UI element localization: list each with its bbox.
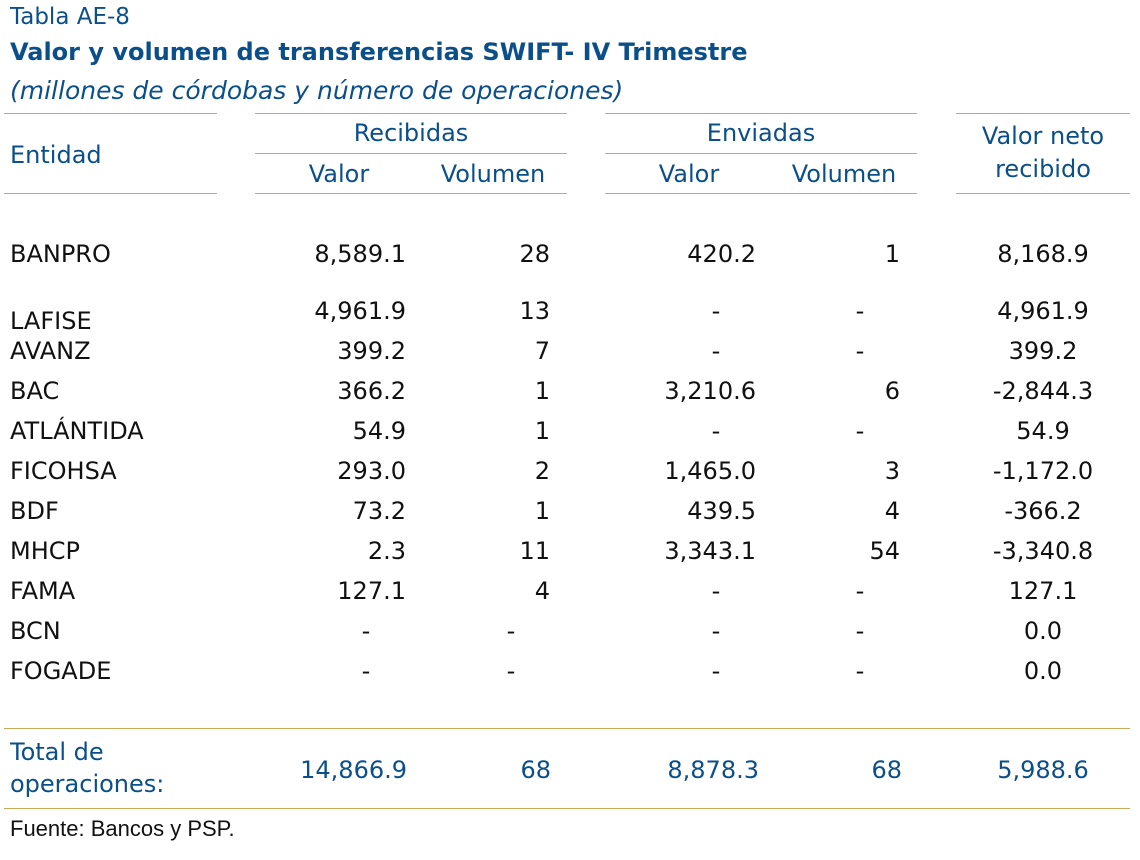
total-rule-top <box>4 728 1130 729</box>
cell-received-value: 8,589.1 <box>314 240 406 268</box>
cell-received-value: 293.0 <box>337 457 406 485</box>
cell-received-volume: - <box>506 617 516 645</box>
cell-entity: ATLÁNTIDA <box>10 417 144 445</box>
cell-entity: BCN <box>10 617 61 645</box>
column-header-sent-value: Valor <box>658 160 720 188</box>
cell-sent-value: - <box>711 577 721 605</box>
cell-net-value: 127.1 <box>1008 577 1078 605</box>
cell-sent-volume: 6 <box>884 377 900 405</box>
column-group-sent: Enviadas <box>706 119 816 147</box>
table-title: Valor y volumen de transferencias SWIFT-… <box>10 38 748 66</box>
cell-entity: FAMA <box>10 577 76 605</box>
column-header-entity: Entidad <box>10 141 102 169</box>
cell-received-value: 399.2 <box>337 337 406 365</box>
column-header-sent-volume: Volumen <box>791 160 897 188</box>
header-rule-entity-bottom <box>4 193 217 194</box>
cell-received-value: - <box>361 617 371 645</box>
cell-sent-value: 1,465.0 <box>664 457 756 485</box>
cell-received-volume: 13 <box>519 297 550 325</box>
cell-entity: FOGADE <box>10 657 112 685</box>
cell-sent-volume: - <box>855 657 865 685</box>
cell-received-value: 4,961.9 <box>314 297 406 325</box>
cell-sent-value: - <box>711 617 721 645</box>
cell-entity: BANPRO <box>10 240 111 268</box>
cell-sent-value: 439.5 <box>687 497 756 525</box>
cell-sent-value: - <box>711 417 721 445</box>
cell-entity: FICOHSA <box>10 457 117 485</box>
total-received-value: 14,866.9 <box>300 756 407 784</box>
cell-sent-volume: 4 <box>884 497 900 525</box>
cell-entity: BAC <box>10 377 60 405</box>
cell-received-volume: 1 <box>534 417 550 445</box>
cell-sent-volume: 3 <box>884 457 900 485</box>
cell-received-volume: - <box>506 657 516 685</box>
cell-net-value: 54.9 <box>1016 417 1070 445</box>
cell-received-value: 54.9 <box>352 417 406 445</box>
header-rule-sent-mid <box>605 153 917 154</box>
cell-sent-value: 3,210.6 <box>664 377 756 405</box>
cell-sent-value: - <box>711 337 721 365</box>
cell-received-volume: 2 <box>534 457 550 485</box>
cell-received-value: - <box>361 657 371 685</box>
cell-sent-value: 420.2 <box>687 240 756 268</box>
cell-sent-value: - <box>711 657 721 685</box>
cell-net-value: 0.0 <box>1023 657 1063 685</box>
header-rule-received-bottom <box>255 193 567 194</box>
total-rule-bottom <box>4 808 1130 809</box>
cell-sent-volume: - <box>855 617 865 645</box>
cell-received-volume: 11 <box>519 537 550 565</box>
total-sent-volume: 68 <box>871 756 902 784</box>
cell-received-volume: 1 <box>534 497 550 525</box>
table-label: Tabla AE-8 <box>10 4 130 30</box>
cell-received-value: 73.2 <box>352 497 406 525</box>
cell-sent-volume: - <box>855 577 865 605</box>
total-label-line1: Total de <box>10 738 104 766</box>
cell-entity: LAFISE <box>10 307 92 335</box>
cell-net-value: -1,172.0 <box>992 457 1094 485</box>
column-header-received-volume: Volumen <box>440 160 546 188</box>
header-rule-sent-bottom <box>605 193 917 194</box>
cell-sent-volume: 1 <box>884 240 900 268</box>
cell-sent-volume: - <box>855 297 865 325</box>
cell-received-value: 2.3 <box>367 537 406 565</box>
total-received-volume: 68 <box>520 756 551 784</box>
cell-sent-volume: 54 <box>869 537 900 565</box>
header-rule-net-top <box>956 113 1130 114</box>
total-sent-value: 8,878.3 <box>667 756 759 784</box>
table-subtitle: (millones de córdobas y número de operac… <box>10 76 624 105</box>
column-group-received: Recibidas <box>353 119 469 147</box>
header-rule-sent-top <box>605 113 917 114</box>
cell-net-value: 8,168.9 <box>997 240 1089 268</box>
cell-sent-value: - <box>711 297 721 325</box>
cell-received-volume: 4 <box>534 577 550 605</box>
cell-sent-volume: - <box>855 337 865 365</box>
cell-entity: MHCP <box>10 537 80 565</box>
column-header-received-value: Valor <box>308 160 370 188</box>
total-net-value: 5,988.6 <box>997 756 1089 784</box>
cell-sent-volume: - <box>855 417 865 445</box>
cell-received-volume: 28 <box>519 240 550 268</box>
header-rule-received-mid <box>255 153 567 154</box>
cell-entity: AVANZ <box>10 337 91 365</box>
cell-entity: BDF <box>10 497 59 525</box>
cell-received-volume: 1 <box>534 377 550 405</box>
cell-net-value: 399.2 <box>1008 337 1078 365</box>
total-label-line2: operaciones: <box>10 770 165 798</box>
header-rule-received-top <box>255 113 567 114</box>
cell-received-value: 366.2 <box>337 377 406 405</box>
cell-net-value: -366.2 <box>1004 497 1082 525</box>
cell-net-value: -3,340.8 <box>992 537 1094 565</box>
header-rule-net-bottom <box>956 193 1130 194</box>
column-header-net-line1: Valor neto <box>981 122 1105 150</box>
cell-received-value: 127.1 <box>337 577 406 605</box>
cell-received-volume: 7 <box>534 337 550 365</box>
header-rule-entity-top <box>4 113 217 114</box>
cell-net-value: 0.0 <box>1023 617 1063 645</box>
cell-net-value: 4,961.9 <box>997 297 1089 325</box>
source-note: Fuente: Bancos y PSP. <box>10 816 235 841</box>
cell-net-value: -2,844.3 <box>992 377 1094 405</box>
cell-sent-value: 3,343.1 <box>664 537 756 565</box>
column-header-net-line2: recibido <box>995 155 1091 183</box>
